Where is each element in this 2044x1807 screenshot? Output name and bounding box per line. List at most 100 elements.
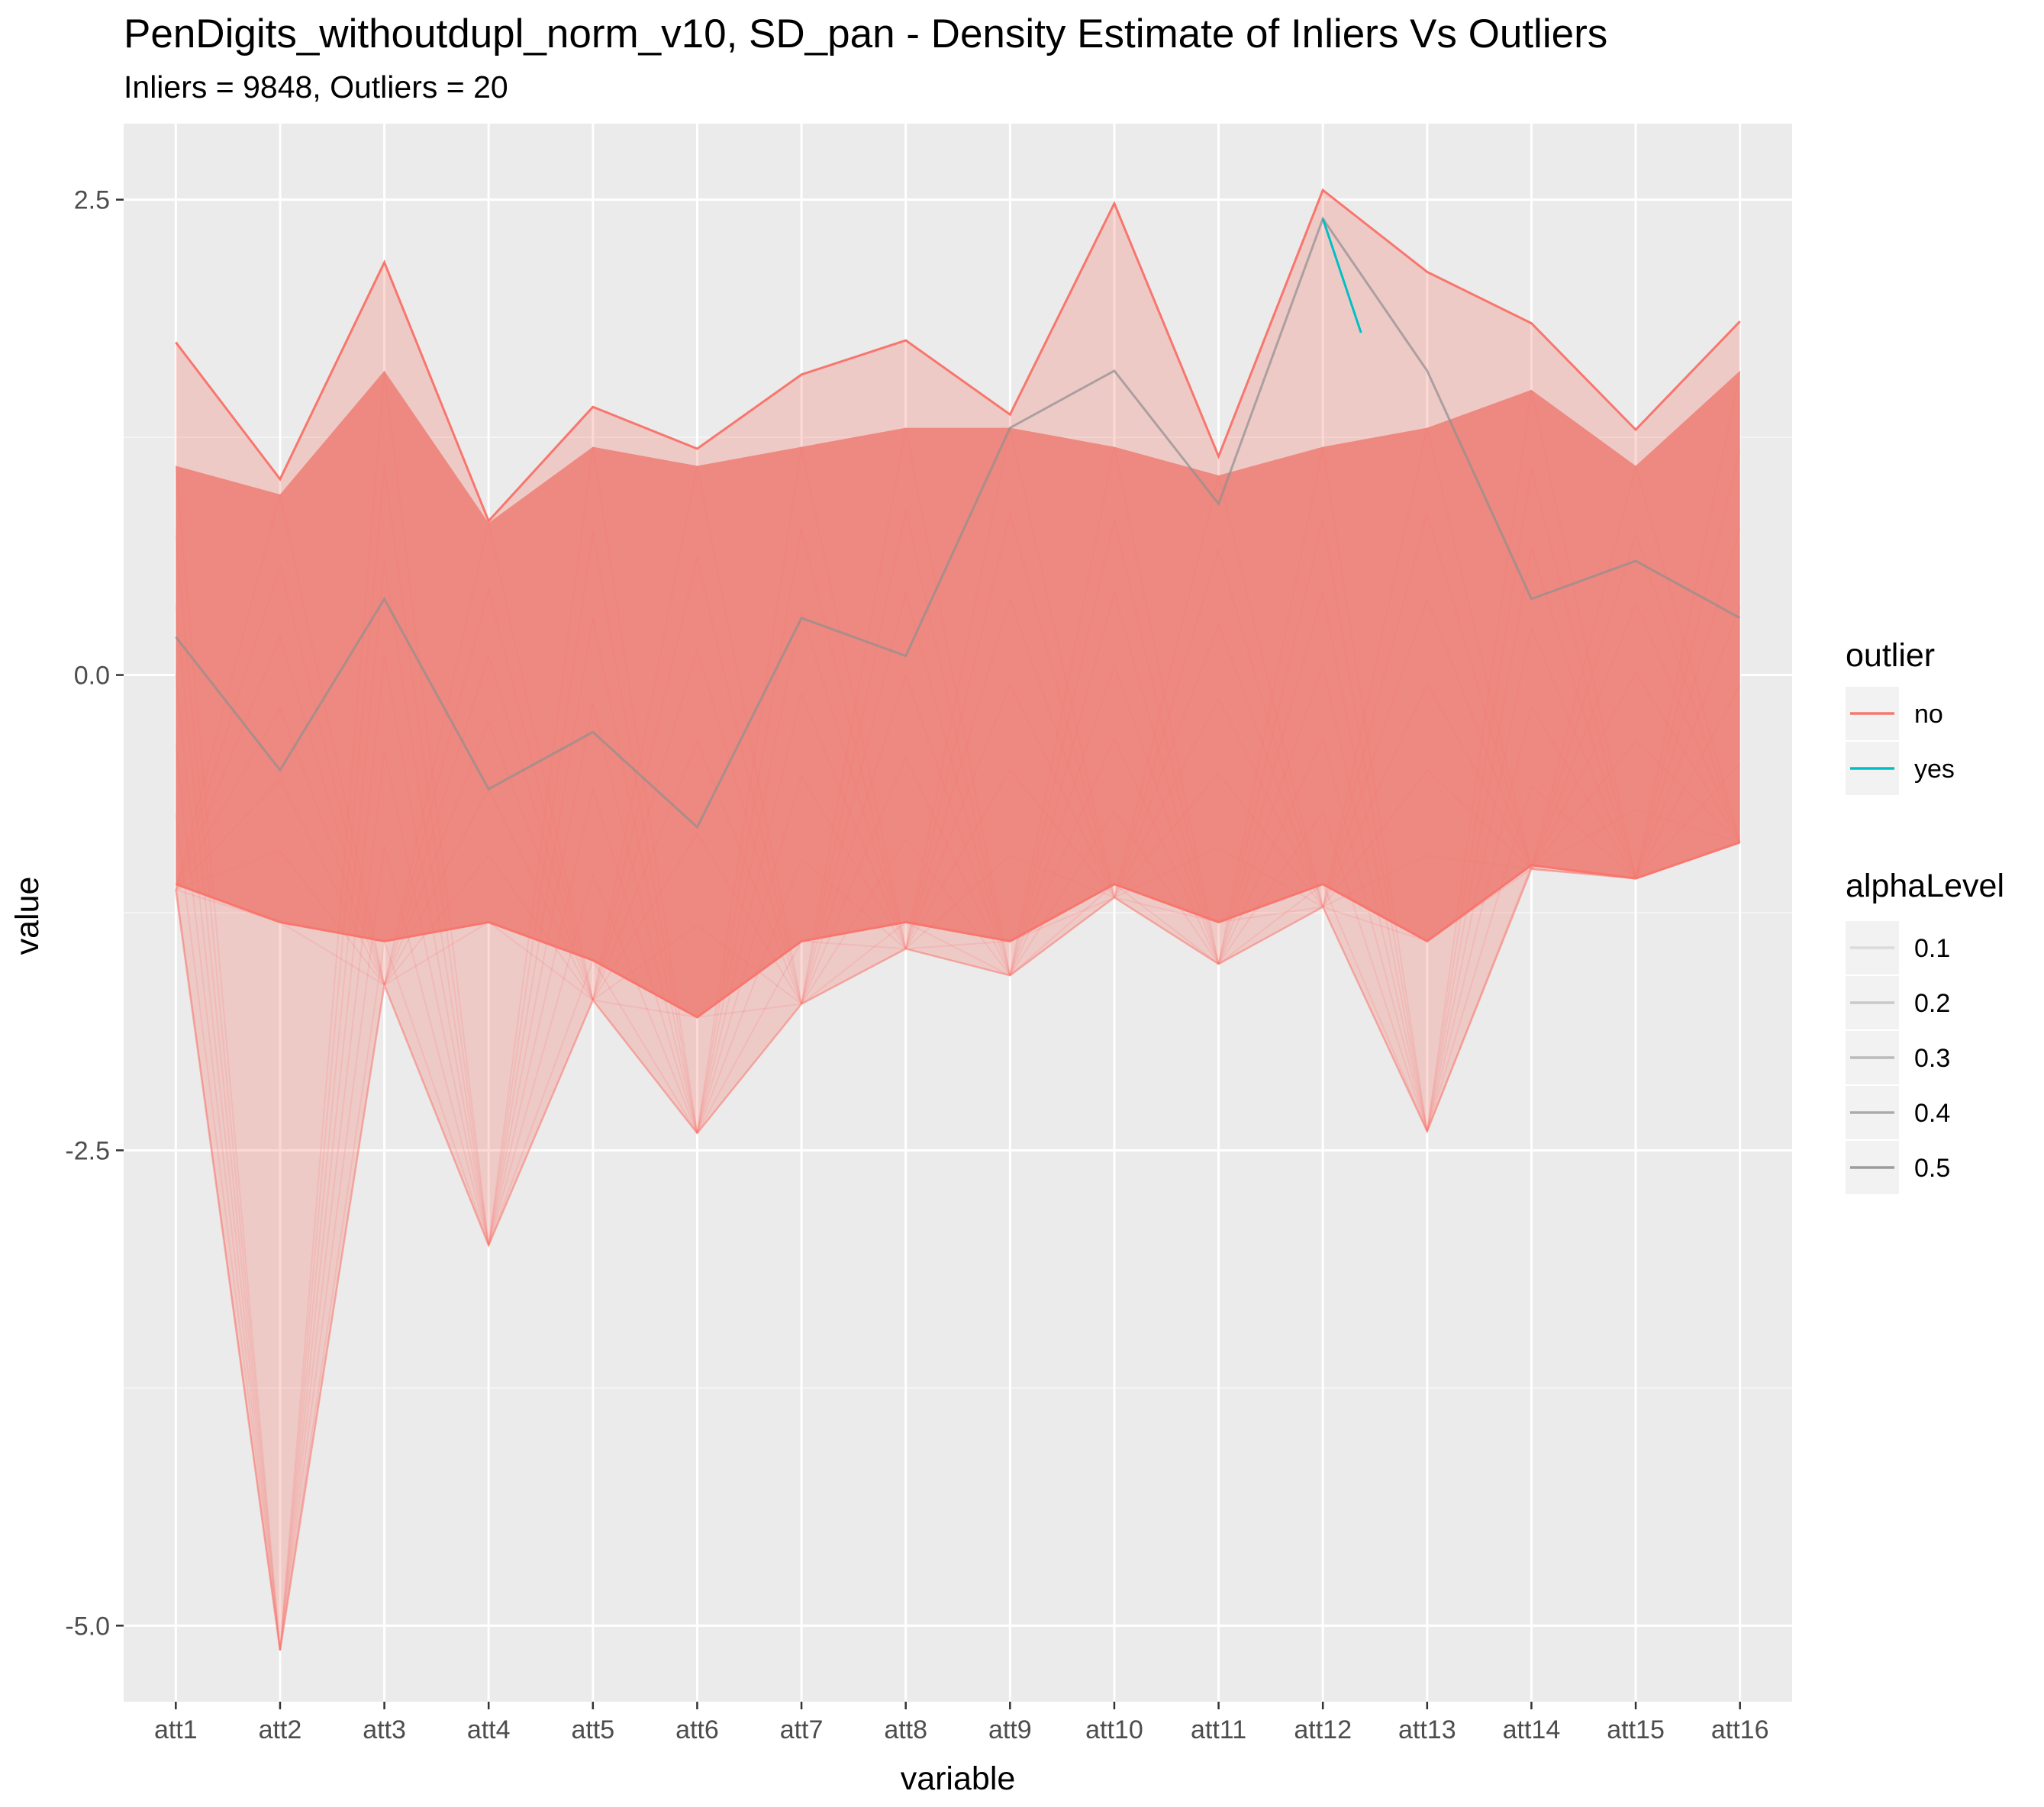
inlier-line xyxy=(1009,738,1115,976)
inlier-line xyxy=(279,941,385,1651)
inlier-line xyxy=(801,446,907,949)
x-tick-label: att4 xyxy=(467,1715,511,1744)
inlier-line xyxy=(1113,665,1220,965)
inlier-line xyxy=(801,921,907,1005)
inlier-line xyxy=(904,684,1011,949)
x-tick-label: att3 xyxy=(363,1715,406,1744)
inlier-line xyxy=(1322,738,1428,1132)
inlier-line xyxy=(1113,475,1220,898)
legend-alpha-label: 0.4 xyxy=(1914,1099,1950,1128)
inlier-line xyxy=(696,858,802,1134)
y-tick-label: 0.0 xyxy=(74,662,110,691)
inlier-line xyxy=(592,703,698,1134)
inlier-line xyxy=(696,940,802,1134)
inlier-line xyxy=(383,722,490,986)
x-tick-label: att10 xyxy=(1085,1715,1143,1744)
inlier-line xyxy=(488,959,594,1246)
inlier-line xyxy=(696,446,803,1134)
inlier-fan-lines xyxy=(175,370,1741,1651)
inlier-line xyxy=(488,532,594,1246)
inlier-line xyxy=(904,513,1011,949)
legend-alpha-label: 0.2 xyxy=(1914,989,1950,1018)
inlier-line xyxy=(383,855,489,986)
inlier-line xyxy=(1530,706,1636,879)
inlier-line xyxy=(383,788,490,986)
inlier-line xyxy=(279,494,385,985)
inlier-line xyxy=(1113,446,1220,965)
plot-panel xyxy=(124,124,1792,1702)
inlier-line xyxy=(1426,684,1533,870)
inlier-line xyxy=(1322,810,1428,1132)
inlier-line xyxy=(384,921,489,986)
inlier-line xyxy=(1322,519,1428,1132)
inlier-line xyxy=(279,465,385,1651)
inlier-line xyxy=(1217,475,1324,907)
inlier-line xyxy=(1530,548,1637,879)
inlier-line xyxy=(1426,427,1533,869)
inlier-line xyxy=(175,494,281,891)
inlier-line xyxy=(696,694,803,1134)
inlier-line xyxy=(175,850,281,891)
legend-key-box xyxy=(1846,976,1899,1029)
inlier-line xyxy=(1322,446,1428,1132)
inlier-line xyxy=(592,999,698,1019)
x-axis-title: variable xyxy=(901,1760,1016,1797)
inlier-line xyxy=(1426,598,1533,870)
inlier-line xyxy=(175,535,281,1651)
inlier-line xyxy=(488,617,594,1246)
inlier-line xyxy=(488,788,594,1246)
inlier-line xyxy=(1114,623,1220,898)
inlier-line xyxy=(1217,883,1323,965)
inlier-line xyxy=(175,744,281,1651)
inlier-line xyxy=(488,855,594,1001)
inlier-line xyxy=(696,611,803,1134)
inlier-line xyxy=(801,757,907,1004)
inlier-line xyxy=(279,636,385,985)
inlier-line xyxy=(801,675,907,1004)
inlier-line xyxy=(1114,772,1220,898)
inlier-line xyxy=(1009,684,1115,898)
x-tick-label: att16 xyxy=(1711,1715,1769,1744)
inlier-line xyxy=(801,529,907,949)
inlier-lower-line xyxy=(175,841,1741,1019)
inlier-line xyxy=(696,529,803,1134)
inlier-line xyxy=(904,510,1011,976)
inlier-line xyxy=(1009,427,1115,898)
inlier-line xyxy=(1322,598,1428,907)
inlier-line xyxy=(279,655,385,1651)
inlier-line xyxy=(592,617,698,1134)
inlier-line xyxy=(1217,519,1324,965)
x-tick-label: att11 xyxy=(1191,1715,1246,1744)
inlier-line xyxy=(1322,855,1428,908)
inlier-line xyxy=(1218,847,1323,908)
inlier-line xyxy=(592,924,698,1001)
inlier-line xyxy=(1114,883,1220,965)
inlier-line xyxy=(1426,785,1533,1132)
inlier-line xyxy=(383,941,490,1246)
inlier-line xyxy=(1426,469,1533,1132)
inlier-line xyxy=(592,465,698,1000)
x-tick-label: att6 xyxy=(675,1715,719,1744)
legend-key-box xyxy=(1846,1086,1899,1139)
inlier-line xyxy=(1217,592,1324,965)
inlier-line xyxy=(1635,672,1741,843)
inlier-line xyxy=(1635,449,1741,879)
inlier-line xyxy=(1322,884,1428,1132)
inlier-line xyxy=(1217,549,1324,907)
inlier-line xyxy=(1114,698,1220,898)
inlier-line xyxy=(1635,534,1741,843)
inlier-line xyxy=(279,846,385,1651)
inlier-line xyxy=(383,655,490,985)
inlier-line xyxy=(1322,592,1428,1132)
inlier-line xyxy=(592,741,698,1000)
inlier-line xyxy=(1113,549,1220,898)
inlier-line xyxy=(592,874,698,1134)
legend-key-box xyxy=(1846,1031,1899,1084)
inlier-line xyxy=(488,788,594,1001)
inlier-line xyxy=(1114,810,1220,965)
inlier-line xyxy=(1427,855,1532,870)
legend-key-box xyxy=(1846,921,1899,974)
inlier-line xyxy=(1113,592,1220,965)
inlier-line xyxy=(1426,627,1533,1132)
